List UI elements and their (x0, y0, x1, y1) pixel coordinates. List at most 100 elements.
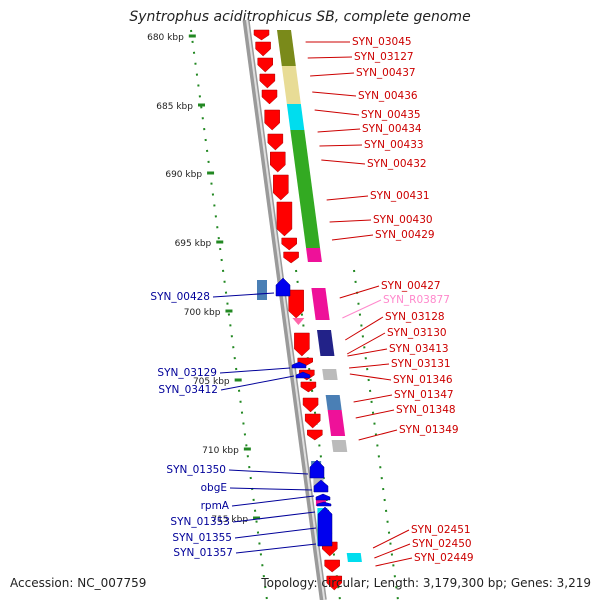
reverse-label-leader (229, 487, 313, 491)
forward-gene-arrow (326, 575, 343, 591)
ruler-tick-label: 680 kbp (147, 33, 184, 43)
forward-gene-label: SYN_00436 (358, 90, 418, 102)
reverse-gene-arrow (291, 361, 307, 369)
reverse-label-leader (231, 495, 315, 507)
forward-gene-arrow (259, 73, 276, 89)
forward-label-leader (307, 56, 353, 59)
forward-label-leader (349, 363, 390, 369)
cog-block (331, 440, 348, 452)
reverse-label-leader (212, 292, 275, 298)
cog-block (281, 66, 301, 104)
reverse-gene-label: SYN_01357 (173, 547, 233, 559)
forward-gene-label: SYN_00433 (364, 139, 424, 151)
forward-label-leader (319, 144, 363, 147)
ruler-tick-label: 715 kbp (211, 515, 248, 525)
cog-block (286, 104, 305, 130)
reverse-label-leader (235, 543, 317, 554)
forward-label-leader (331, 234, 374, 241)
reverse-label-leader (219, 367, 291, 374)
cog-block (306, 248, 322, 262)
forward-label-leader (345, 316, 384, 341)
forward-gene-arrow (324, 559, 340, 573)
forward-gene-label: SYN_00437 (356, 67, 416, 79)
reverse-label-leader (232, 511, 316, 523)
forward-label-leader (375, 557, 413, 567)
forward-label-leader (329, 219, 372, 223)
forward-gene-label: SYN_00429 (375, 229, 435, 241)
cog-block (257, 280, 267, 300)
reverse-gene-arrow (316, 501, 332, 507)
forward-gene-label: SYN_03045 (352, 36, 412, 48)
forward-label-leader (310, 72, 355, 77)
reverse-gene-arrow (313, 479, 329, 493)
cog-block (277, 30, 296, 66)
reverse-gene-label: SYN_00428 (150, 291, 210, 303)
forward-gene-label: SYN_00427 (381, 280, 441, 292)
cog-block (315, 497, 326, 506)
forward-gene-arrow (267, 133, 284, 151)
forward-gene-label: SYN_01347 (394, 389, 454, 401)
forward-gene-label: SYN_00434 (362, 123, 422, 135)
forward-label-leader (353, 394, 393, 403)
cog-block (316, 330, 335, 356)
ruler-tick-label: 685 kbp (156, 102, 193, 112)
cog-block (327, 410, 346, 436)
forward-gene-arrow (288, 289, 304, 319)
forward-label-leader (339, 285, 380, 299)
forward-label-leader (342, 299, 382, 319)
forward-gene-label: SYN_00431 (370, 190, 430, 202)
cog-color-blocks (257, 30, 362, 562)
forward-gene-arrow (261, 89, 278, 105)
gene-labels: SYN_03045 SYN_03127 SYN_00437 SYN_00436 SYN_… (150, 36, 474, 567)
forward-label-leader (314, 109, 360, 116)
forward-gene-arrow (255, 41, 271, 57)
forward-gene-label: SYN_01348 (396, 404, 456, 416)
reverse-gene-arrow (315, 493, 331, 501)
ruler-tick-label: 705 kbp (193, 377, 230, 387)
forward-label-leader (346, 332, 386, 355)
forward-gene-arrow (253, 29, 270, 41)
ruler-tick-label: 710 kbp (202, 446, 239, 456)
forward-gene-label: SYN_03413 (389, 343, 449, 355)
reverse-gene-label: rpmA (201, 500, 230, 512)
forward-gene-label: SYN_R03877 (383, 294, 450, 306)
backbone-highlight (246, 19, 326, 600)
reverse-gene-arrow (295, 371, 311, 379)
reverse-gene-arrow (309, 459, 325, 479)
reverse-gene-label: SYN_03129 (157, 367, 217, 379)
forward-gene-arrow (264, 109, 280, 131)
reverse-label-leader (228, 469, 309, 475)
forward-label-leader (349, 373, 392, 381)
forward-label-leader (321, 159, 366, 165)
forward-gene-arrow (276, 201, 293, 237)
reverse-gene-label: SYN_01350 (166, 464, 226, 476)
forward-gene-label: SYN_00432 (367, 158, 427, 170)
forward-gene-arrow (302, 397, 319, 413)
forward-label-leader (312, 91, 357, 97)
cog-block (290, 130, 321, 248)
forward-gene-label: SYN_03131 (391, 358, 451, 370)
forward-gene-label: SYN_02450 (412, 538, 472, 550)
forward-gene-arrow (294, 332, 310, 357)
forward-label-leader (355, 409, 395, 419)
forward-gene-label: SYN_03130 (387, 327, 447, 339)
forward-gene-label: SYN_02451 (411, 524, 471, 536)
reverse-gene-arrow (317, 506, 333, 547)
forward-gene-arrow (307, 429, 323, 441)
forward-gene-arrow (273, 174, 289, 201)
forward-label-leader (317, 128, 361, 133)
forward-label-leader (358, 429, 398, 441)
gene-arrows (253, 29, 343, 591)
forward-gene-label: SYN_00435 (361, 109, 421, 121)
forward-gene-arrow (257, 57, 273, 73)
cog-block (311, 288, 330, 320)
reverse-gene-label: SYN_03412 (158, 384, 218, 396)
accession-label: Accession: NC_007759 (10, 576, 147, 590)
reverse-gene-label: SYN_01353 (170, 516, 230, 528)
forward-gene-label: SYN_03128 (385, 311, 445, 323)
forward-label-leader (326, 195, 369, 201)
forward-gene-arrow (270, 151, 286, 173)
forward-label-leader (347, 348, 388, 357)
reverse-label-leader (234, 527, 317, 539)
